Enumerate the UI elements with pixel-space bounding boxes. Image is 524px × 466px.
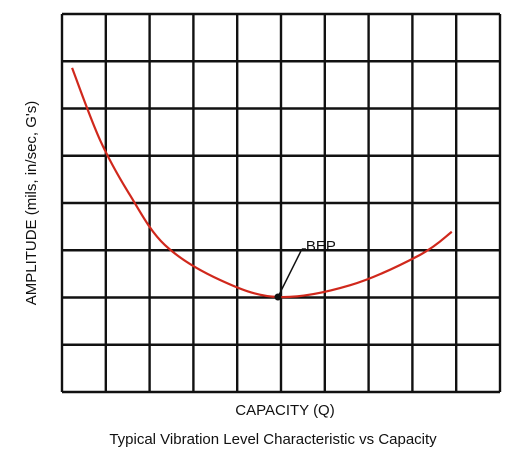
annotation-label: BEP (306, 238, 336, 255)
chart-title: Typical Vibration Level Characteristic v… (109, 431, 437, 448)
annotation-point (274, 293, 282, 301)
x-axis-label: CAPACITY (Q) (235, 402, 334, 419)
annotation-leader (277, 248, 303, 298)
y-axis-label: AMPLITUDE (mils, in/sec, G's) (23, 101, 40, 306)
line-series (71, 67, 453, 299)
